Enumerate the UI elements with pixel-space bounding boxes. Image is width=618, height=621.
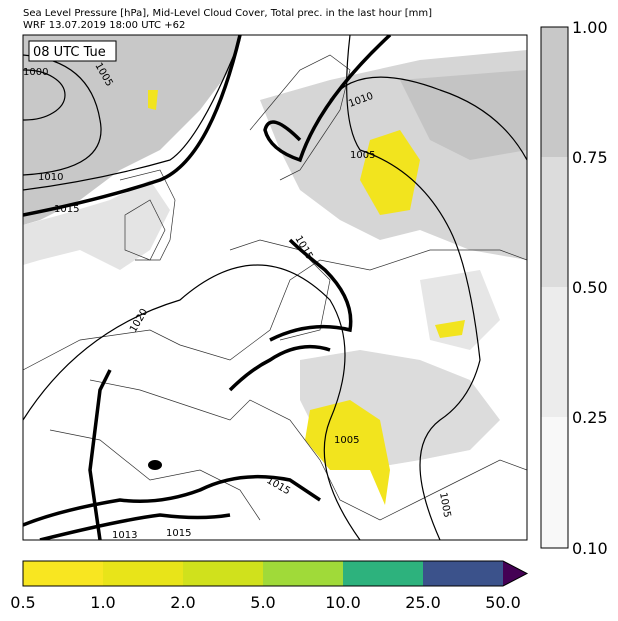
precip-tick-label: 25.0 [405, 593, 441, 612]
isobar-label: 1005 [334, 435, 359, 446]
precip-colorbar-ticks: 0.5 1.0 2.0 5.0 10.0 25.0 50.0 [10, 593, 521, 612]
precip-tick-label: 50.0 [485, 593, 521, 612]
isobar-label: 1015 [54, 204, 79, 215]
isobar-label: 1005 [437, 492, 452, 519]
isobar-label: 1010 [38, 172, 63, 183]
header-subtitle: WRF 13.07.2019 18:00 UTC +62 [23, 20, 185, 31]
isobar-label: 1015 [166, 528, 191, 539]
cloud-tick-label: 0.50 [572, 278, 608, 297]
cloud-tick-label: 0.25 [572, 408, 608, 427]
isobar-label: 1013 [112, 530, 137, 541]
map-area [23, 35, 527, 540]
isobar-label: 1005 [350, 150, 375, 161]
cloud-colorbar [540, 26, 569, 549]
time-label-box [28, 40, 117, 62]
precip-colorbar [22, 560, 529, 587]
precip-tick-label: 2.0 [170, 593, 195, 612]
cloud-tick-label: 0.75 [572, 148, 608, 167]
precip-tick-label: 1.0 [90, 593, 115, 612]
precip-tick-label: 5.0 [250, 593, 275, 612]
cloud-tick-label: 1.00 [572, 18, 608, 37]
cloud-tick-label: 0.10 [572, 539, 608, 558]
cloud-colorbar-ticks: 1.00 0.75 0.50 0.25 0.10 [572, 18, 608, 558]
isobar-label: 1000 [23, 67, 48, 78]
precip-tick-label: 10.0 [325, 593, 361, 612]
time-label: 08 UTC Tue [33, 45, 106, 60]
map-frame [22, 34, 528, 541]
precip-tick-label: 0.5 [10, 593, 35, 612]
header-title: Sea Level Pressure [hPa], Mid-Level Clou… [23, 8, 432, 19]
